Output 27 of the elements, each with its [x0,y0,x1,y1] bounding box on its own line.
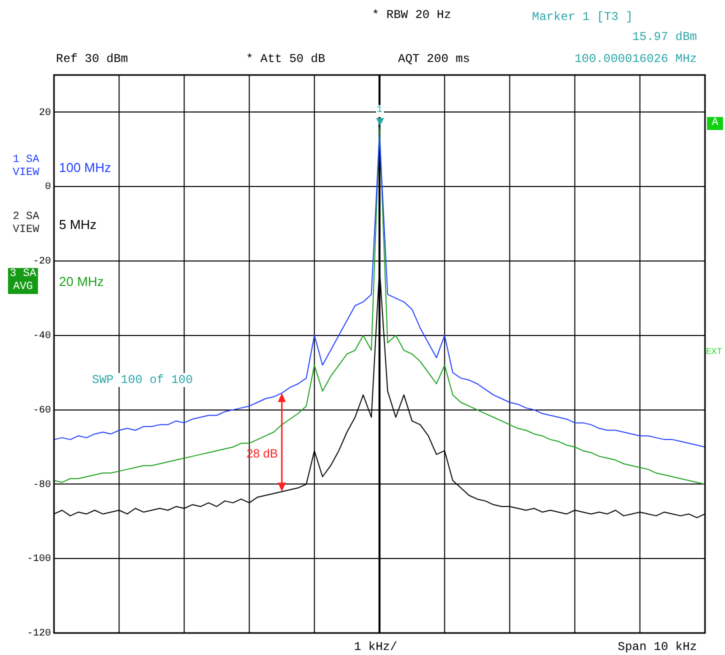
text: 100 MHz [59,160,112,177]
y-tick-label: -120 [26,628,51,640]
y-tick-label: -40 [32,331,51,342]
annotation: SWP 100 of 100 [92,373,193,388]
text: Marker 1 [T3 ] [532,10,633,24]
text: EXT [706,347,722,358]
y-tick-label: -100 [26,554,51,566]
y-tick-label: -80 [32,480,51,491]
text: 5 MHz [59,217,98,234]
text: Ref 30 dBm [56,52,128,66]
text: 15.97 dBm [632,30,697,44]
text: A [707,117,723,130]
y-tick-label: 0 [44,182,51,194]
text: 3 SA AVG [8,268,38,294]
text: 1 SA VIEW [12,154,40,180]
text: Span 10 kHz [618,640,697,654]
y-tick-label: 20 [38,108,51,119]
text: 100.000016026 MHz [574,52,697,66]
y-tick-label: -60 [32,405,51,416]
legend-label: 20 MHz [59,274,105,291]
text: 1 kHz/ [354,640,398,654]
text: * Att 50 dB [246,52,326,66]
text: AQT 200 ms [398,52,470,66]
text: * RBW 20 Hz [372,8,452,22]
y-tick-label: -20 [32,256,51,268]
text: 2 SA VIEW [12,211,40,238]
annotation: 1 [376,105,384,118]
